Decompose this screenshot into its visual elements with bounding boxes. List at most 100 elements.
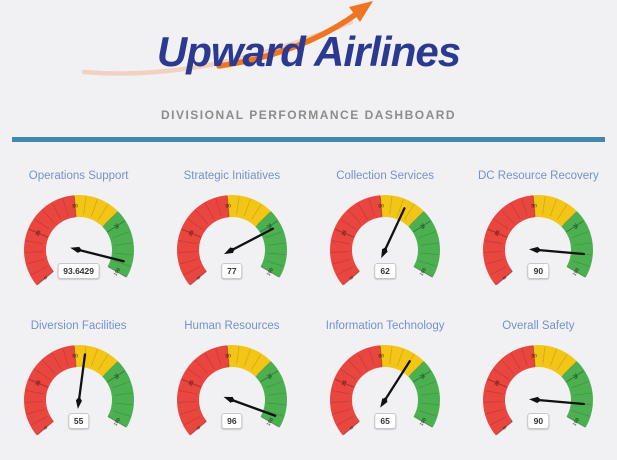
gauge-tick <box>178 240 197 245</box>
gauge-tick <box>183 266 201 276</box>
gauge-tick <box>51 353 61 369</box>
gauge-value-badge: 77 <box>221 263 243 279</box>
gauge-tick <box>30 416 47 426</box>
gauge-chart: 0 25 50 75 100 65 <box>310 336 460 454</box>
gauge-tick <box>190 421 207 436</box>
gauge-tick <box>181 378 202 388</box>
gauge-tick <box>97 354 108 370</box>
gauge-range-green <box>408 211 441 278</box>
gauge-tick-label: 25 <box>188 229 196 237</box>
gauge-needle-pivot <box>382 247 388 253</box>
gauge-tick <box>215 348 222 366</box>
gauge-value-badge: 62 <box>374 263 396 279</box>
gauge-tick <box>24 401 43 403</box>
gauge-range-red <box>176 195 229 286</box>
gauge-grid: Operations Support 0 25 50 75 100 93.6429 St… <box>0 170 617 454</box>
gauge-dial: 0 25 50 75 100 <box>483 195 594 286</box>
gauge-range-red <box>330 345 383 436</box>
gauge-tick-label: 25 <box>341 229 349 237</box>
gauge-tick-label: 0 <box>348 425 355 431</box>
gauge-tick <box>418 231 436 239</box>
gauge-tick <box>34 368 50 380</box>
gauge-tick <box>82 196 87 215</box>
gauge-tick-label: 50 <box>378 203 384 209</box>
gauge-tick <box>533 346 536 367</box>
logo: Upward Airlines <box>0 0 617 96</box>
gauge-range-red <box>330 195 383 286</box>
gauge-tick <box>181 228 202 238</box>
gauge-cell: Strategic Initiatives 0 25 50 75 100 77 <box>155 170 308 304</box>
gauge-needle-pivot <box>536 247 541 253</box>
gauge-tick <box>243 199 251 217</box>
gauge-tick <box>267 252 286 256</box>
gauge-value-badge: 65 <box>374 413 396 429</box>
gauge-tick <box>420 252 439 256</box>
gauge-tick <box>550 349 558 367</box>
gauge-title: Overall Safety <box>502 320 575 332</box>
gauge-tick <box>177 251 196 253</box>
gauge-tick <box>215 198 222 216</box>
gauge-tick <box>521 198 528 216</box>
gauge-tick-label: 100 <box>419 267 428 277</box>
gauge-chart: 0 25 50 75 100 93.6429 <box>4 186 154 304</box>
gauge-tick <box>183 416 201 426</box>
gauge-chart: 0 25 50 75 100 96 <box>157 336 307 454</box>
gauge-tick <box>368 198 375 216</box>
gauge-range-yellow <box>73 345 118 377</box>
gauge-tick <box>73 346 77 367</box>
gauge-tick <box>420 392 439 396</box>
gauge-needle <box>230 398 277 417</box>
gauge-cell: Collection Services 0 25 50 75 100 62 <box>309 170 462 304</box>
gauge-tick <box>260 416 279 428</box>
gauge-tick <box>107 416 126 428</box>
gauge-dial: 0 25 50 75 100 <box>176 195 287 286</box>
gauge-range-green <box>561 361 594 428</box>
gauge-needle <box>537 398 586 406</box>
gauge-tick <box>332 258 351 265</box>
gauge-tick <box>25 240 44 245</box>
gauge-cell: DC Resource Recovery 0 25 50 75 100 90 <box>462 170 615 304</box>
gauge-tick <box>62 198 69 216</box>
gauge-tick-label: 0 <box>195 425 202 431</box>
gauge-tick <box>368 348 375 366</box>
gauge-tick <box>413 370 431 383</box>
gauge-tick <box>28 228 48 238</box>
gauge-tick <box>41 209 55 224</box>
gauge-tick <box>493 368 510 380</box>
gauge-needle <box>77 353 86 402</box>
gauge-tick <box>97 204 108 220</box>
logo-text: Upward Airlines <box>156 28 461 75</box>
gauge-title: Collection Services <box>336 170 435 182</box>
gauge-tick <box>566 220 585 233</box>
gauge-tick <box>204 353 215 369</box>
gauge-tick-label: 0 <box>195 275 202 281</box>
gauge-tick <box>484 251 503 253</box>
gauge-tick <box>112 260 131 267</box>
gauge-tick-label: 25 <box>494 379 502 387</box>
gauge-range-yellow <box>227 345 271 377</box>
gauge-needle-pivot <box>76 397 81 403</box>
gauge-tick <box>177 401 196 403</box>
gauge-needle-head <box>529 396 539 404</box>
gauge-tick <box>106 220 125 233</box>
gauge-tick <box>572 381 590 389</box>
gauge-tick <box>501 209 515 224</box>
gauge-tick <box>357 353 368 369</box>
gauge-tick <box>496 421 514 436</box>
gauge-tick <box>260 266 279 278</box>
gauge-tick <box>187 218 203 230</box>
gauge-needle <box>383 207 406 252</box>
gauge-dial: 0 25 50 75 100 <box>23 345 134 436</box>
gauge-range-yellow <box>533 345 578 377</box>
gauge-tick <box>397 199 404 217</box>
gauge-cell: Diversion Facilities 0 25 50 75 100 55 <box>2 320 155 454</box>
gauge-tick <box>572 410 590 417</box>
gauge-tick <box>488 228 508 238</box>
gauge-dial: 0 25 50 75 100 <box>483 345 594 436</box>
gauge-tick <box>420 402 439 406</box>
gauge-tick <box>357 203 368 219</box>
gauge-tick-label: 100 <box>112 267 121 277</box>
gauge-tick <box>572 260 590 267</box>
gauge-tick <box>542 196 546 215</box>
